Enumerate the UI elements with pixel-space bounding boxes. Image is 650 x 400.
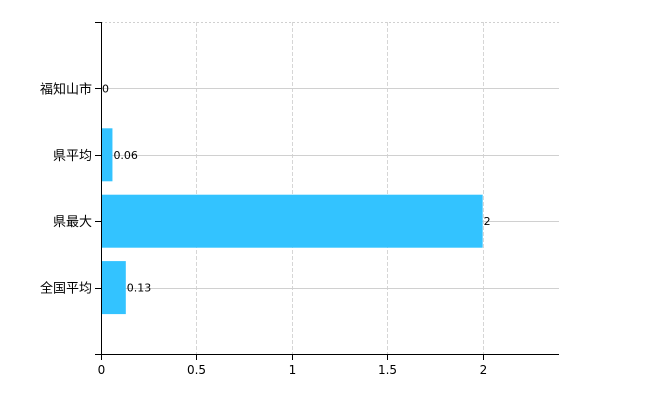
category-label: 県最大: [53, 215, 92, 230]
x-tick-label: 1: [289, 363, 297, 377]
x-tick-label: 2: [480, 363, 488, 377]
x-tick-label: 0.5: [187, 363, 206, 377]
category-label: 福知山市: [40, 81, 92, 97]
x-tick-label: 0: [98, 363, 106, 377]
bar: [101, 261, 126, 315]
category-label: 全国平均: [40, 281, 92, 297]
data-label: 0.06: [113, 149, 138, 162]
data-label: 0.13: [127, 282, 152, 295]
data-label: 0: [102, 82, 109, 95]
bar: [101, 194, 483, 248]
data-label: 2: [484, 215, 491, 228]
category-label: 県平均: [53, 149, 92, 164]
x-tick-label: 1.5: [378, 363, 397, 377]
bar: [101, 128, 113, 182]
